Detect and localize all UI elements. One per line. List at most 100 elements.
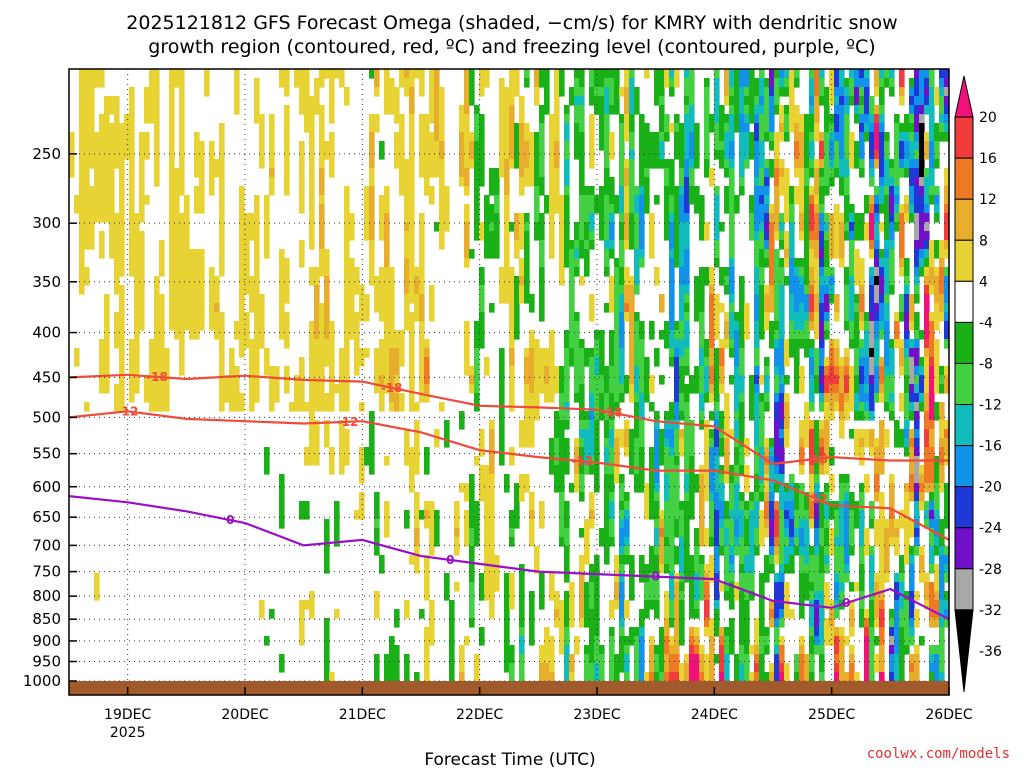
omega-cell: [564, 366, 570, 376]
omega-cell: [569, 258, 575, 268]
omega-cell: [364, 195, 370, 205]
omega-cell: [714, 321, 720, 331]
omega-cell: [104, 366, 110, 376]
omega-cell: [644, 168, 650, 178]
omega-cell: [859, 348, 865, 358]
omega-cell: [844, 195, 850, 205]
omega-cell: [799, 609, 805, 619]
omega-cell: [774, 465, 780, 475]
omega-cell: [429, 69, 435, 79]
omega-cell: [609, 429, 615, 439]
omega-cell: [609, 150, 615, 160]
omega-cell: [704, 267, 710, 277]
omega-cell: [84, 114, 90, 124]
omega-cell: [424, 672, 430, 681]
omega-cell: [624, 510, 630, 520]
omega-cell: [374, 546, 380, 556]
omega-cell: [714, 654, 720, 664]
omega-cell: [714, 141, 720, 151]
omega-cell: [589, 645, 595, 655]
omega-cell: [194, 132, 200, 142]
omega-cell: [689, 564, 695, 574]
omega-cell: [729, 141, 735, 151]
omega-cell: [559, 213, 565, 223]
omega-cell: [239, 393, 245, 403]
omega-cell: [604, 150, 610, 160]
omega-cell: [99, 357, 105, 367]
omega-cell: [859, 294, 865, 304]
omega-cell: [434, 105, 440, 115]
omega-cell: [664, 492, 670, 502]
omega-cell: [714, 393, 720, 403]
omega-cell: [704, 357, 710, 367]
omega-cell: [299, 366, 305, 376]
omega-cell: [854, 69, 860, 79]
omega-cell: [694, 159, 700, 169]
omega-cell: [534, 150, 540, 160]
omega-cell: [239, 303, 245, 313]
omega-cell: [739, 132, 745, 142]
omega-cell: [684, 132, 690, 142]
omega-cell: [389, 78, 395, 88]
omega-cell: [719, 645, 725, 655]
omega-cell: [569, 663, 575, 673]
omega-cell: [749, 114, 755, 124]
omega-cell: [129, 339, 135, 349]
omega-cell: [814, 474, 820, 484]
omega-cell: [509, 69, 515, 79]
omega-cell: [104, 177, 110, 187]
omega-cell: [689, 456, 695, 466]
omega-cell: [849, 222, 855, 232]
omega-cell: [329, 96, 335, 106]
omega-cell: [469, 501, 475, 511]
omega-cell: [739, 96, 745, 106]
omega-cell: [819, 357, 825, 367]
omega-cell: [634, 285, 640, 295]
omega-cell: [464, 150, 470, 160]
omega-cell: [109, 249, 115, 259]
omega-cell: [849, 141, 855, 151]
omega-cell: [609, 186, 615, 196]
omega-cell: [469, 537, 475, 547]
omega-cell: [749, 69, 755, 79]
omega-cell: [254, 312, 260, 322]
omega-cell: [564, 636, 570, 646]
omega-cell: [809, 555, 815, 565]
omega-cell: [619, 357, 625, 367]
omega-cell: [649, 447, 655, 457]
omega-cell: [424, 555, 430, 565]
omega-cell: [519, 267, 525, 277]
omega-cell: [684, 150, 690, 160]
omega-cell: [724, 573, 730, 583]
omega-cell: [419, 375, 425, 385]
omega-cell: [409, 132, 415, 142]
omega-cell: [629, 573, 635, 583]
omega-cell: [644, 357, 650, 367]
omega-cell: [669, 312, 675, 322]
omega-cell: [344, 348, 350, 358]
omega-cell: [244, 213, 250, 223]
omega-cell: [559, 492, 565, 502]
omega-cell: [779, 357, 785, 367]
omega-cell: [664, 456, 670, 466]
omega-cell: [284, 159, 290, 169]
omega-cell: [399, 69, 405, 79]
omega-cell: [784, 375, 790, 385]
omega-cell: [759, 375, 765, 385]
omega-cell: [194, 195, 200, 205]
omega-cell: [214, 294, 220, 304]
omega-cell: [759, 438, 765, 448]
omega-cell: [869, 330, 875, 340]
omega-cell: [739, 546, 745, 556]
omega-cell: [269, 384, 275, 394]
omega-cell: [189, 312, 195, 322]
omega-cell: [794, 384, 800, 394]
omega-cell: [774, 276, 780, 286]
omega-cell: [734, 672, 740, 681]
omega-cell: [469, 510, 475, 520]
omega-cell: [219, 150, 225, 160]
omega-cell: [579, 465, 585, 475]
omega-cell: [529, 159, 535, 169]
omega-cell: [174, 330, 180, 340]
omega-cell: [614, 78, 620, 88]
